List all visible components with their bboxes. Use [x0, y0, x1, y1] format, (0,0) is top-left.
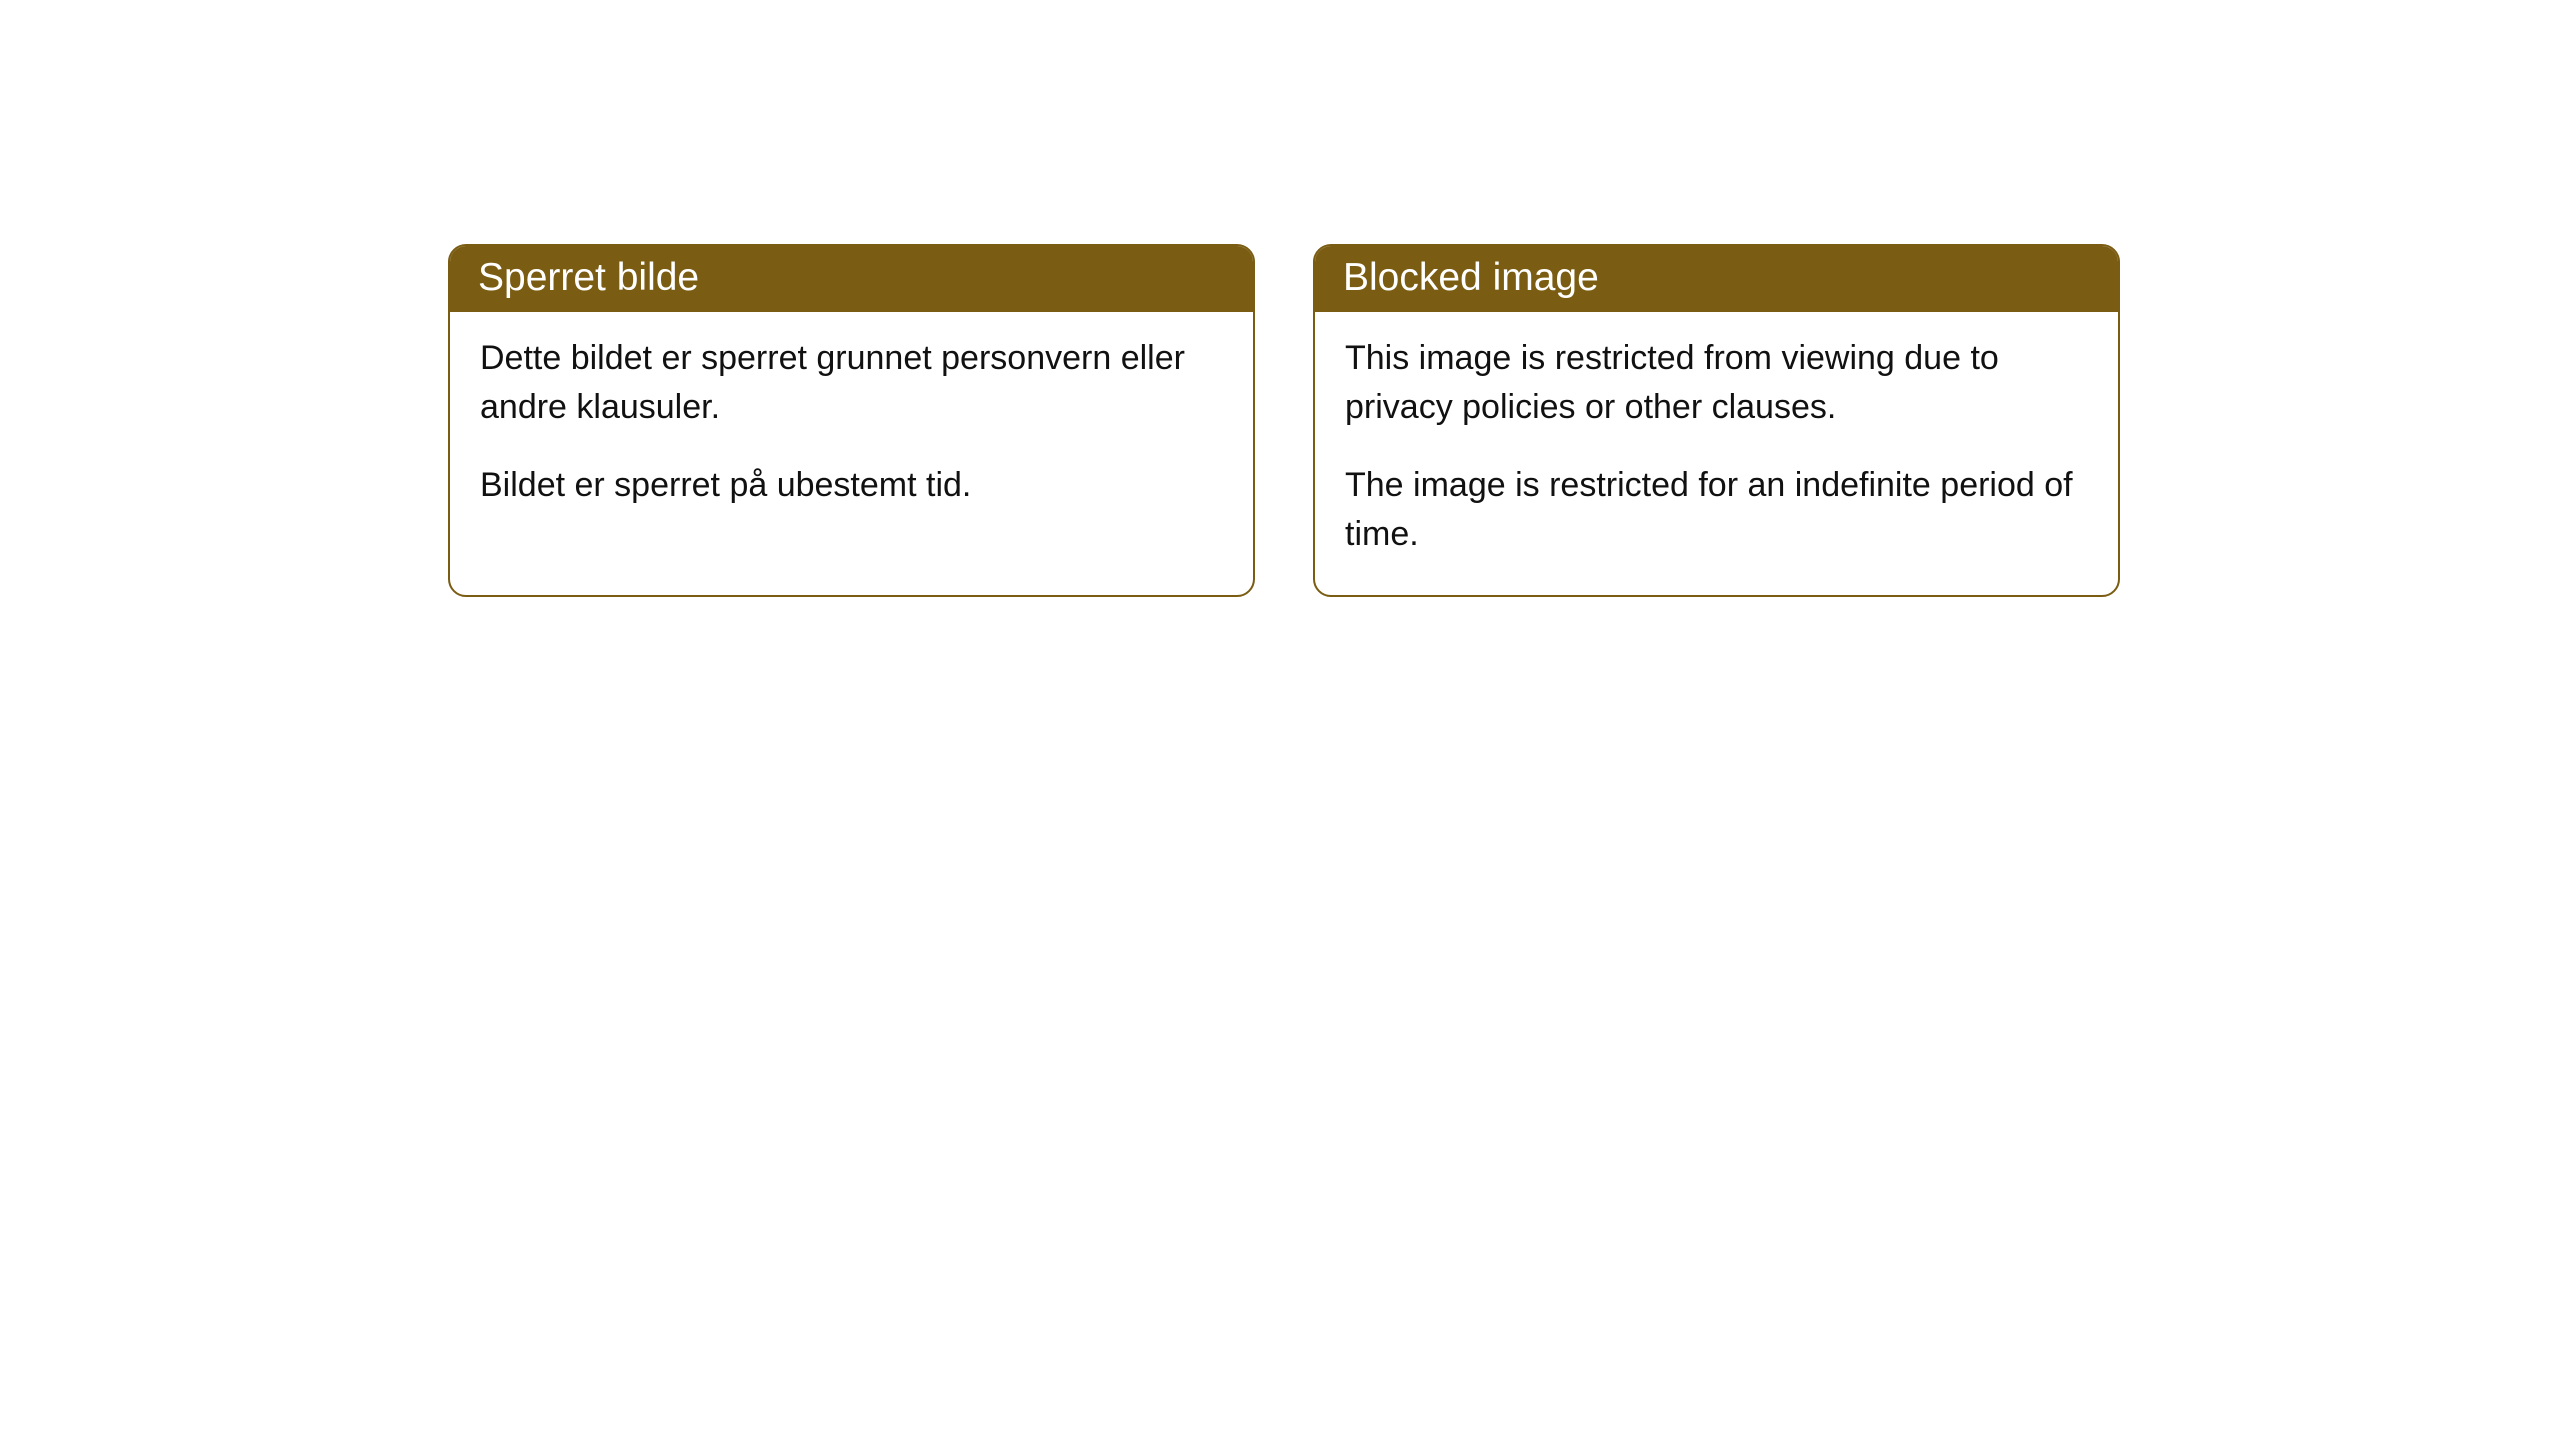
card-norwegian: Sperret bilde Dette bildet er sperret gr…: [448, 244, 1255, 597]
card-header: Blocked image: [1315, 246, 2118, 312]
card-paragraph: This image is restricted from viewing du…: [1345, 334, 2088, 433]
card-title: Blocked image: [1343, 256, 1599, 299]
card-paragraph: The image is restricted for an indefinit…: [1345, 461, 2088, 560]
card-body: Dette bildet er sperret grunnet personve…: [450, 312, 1253, 546]
card-english: Blocked image This image is restricted f…: [1313, 244, 2120, 597]
card-body: This image is restricted from viewing du…: [1315, 312, 2118, 595]
card-header: Sperret bilde: [450, 246, 1253, 312]
card-title: Sperret bilde: [478, 256, 699, 299]
card-paragraph: Bildet er sperret på ubestemt tid.: [480, 461, 1223, 510]
card-paragraph: Dette bildet er sperret grunnet personve…: [480, 334, 1223, 433]
cards-container: Sperret bilde Dette bildet er sperret gr…: [448, 244, 2120, 597]
